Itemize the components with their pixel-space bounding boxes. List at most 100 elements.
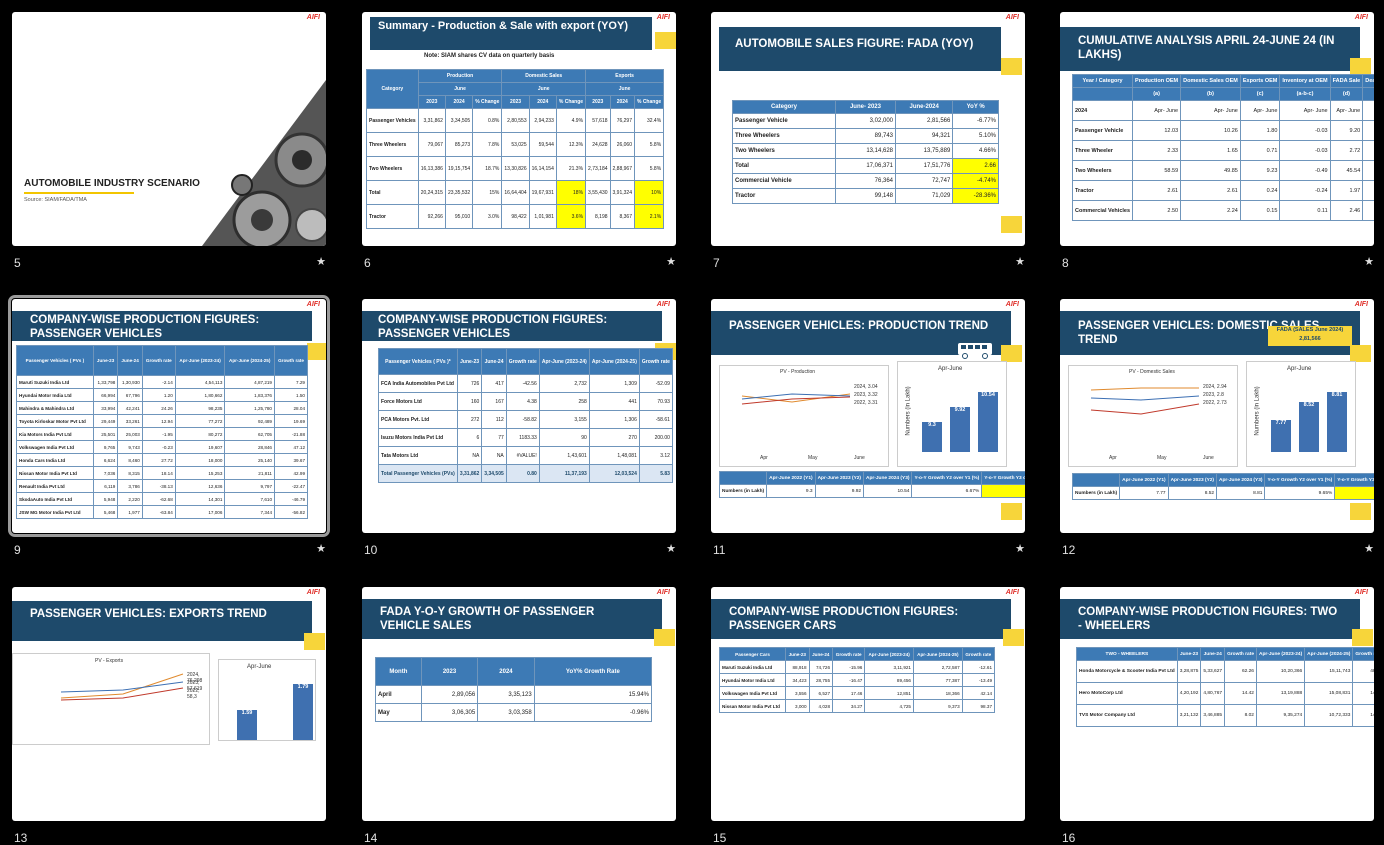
column-header: Apr-June 2022 (Y1) (1119, 473, 1169, 487)
table-cell: 34.27 (832, 699, 866, 713)
bar-y-label: Numbers (in Lakh) (1254, 386, 1261, 436)
table-cell: 0.11 (1279, 200, 1331, 221)
table-cell: 12.94 (141, 414, 176, 428)
x-tick: June (1203, 455, 1214, 461)
slide-thumb-5[interactable]: AIFI AUTOMOBILE INDUSTRY SCENARIO Source… (12, 12, 326, 246)
slide-number: 11 (713, 543, 726, 557)
table-cell: 58.59 (1132, 160, 1182, 181)
table-cell: -62.68 (141, 492, 176, 506)
table-cell: 2,81,566 (895, 113, 954, 129)
table-cell: 39.67 (274, 453, 308, 467)
slide-number: 16 (1062, 831, 1076, 845)
table-cell: 6,527 (808, 686, 834, 700)
table-cell: -56.82 (274, 505, 308, 519)
column-header: Passenger Vehicles ( PVs )* (378, 348, 458, 375)
table-cell: 28,755 (808, 673, 834, 687)
column-header: Category (732, 100, 836, 114)
column-header: Exports OEM (1239, 74, 1281, 88)
row-label: Three Wheelers (732, 128, 836, 144)
table-cell: 0.80 (505, 464, 540, 483)
legend-2023: 2023, 57,619 (187, 680, 203, 692)
table-cell: 89,743 (834, 128, 897, 144)
table-row: FCA India Automobiles Pvt Ltd 726 417 -42.5… (378, 374, 673, 393)
company-pv-table: Passenger Vehicles ( PVs ) June-23 June-24… (16, 345, 308, 519)
table-cell: 0.24 (1239, 180, 1281, 201)
table-cell: 1,33,798 (92, 375, 119, 389)
table-cell: 8.52 (1167, 486, 1218, 500)
table-cell: 17,51,776 (895, 158, 954, 174)
table-cell: 4,20,192 (1176, 682, 1202, 705)
table-row: Commercial Vehicle 76,364 72,747 -4.74% (732, 173, 999, 189)
star-icon[interactable]: ★ (666, 543, 676, 555)
slide-thumb-8[interactable]: AIFI CUMULATIVE ANALYSIS APRIL 24-JUNE 2… (1060, 12, 1374, 246)
pv-production-line-chart: PV - Production 2024, 3.04 2023, 3.32 20… (719, 365, 889, 467)
slide-thumb-7[interactable]: AIFI AUTOMOBILE SALES FIGURE: FADA (YOY)… (711, 12, 1025, 246)
table-cell: 12,03,524 (588, 464, 640, 483)
table-cell: 16,64,404 (501, 180, 530, 205)
aifi-logo: AIFI (1005, 301, 1019, 308)
star-icon[interactable]: ★ (316, 543, 326, 555)
column-header (1071, 473, 1121, 487)
table-cell: 7.8% (472, 132, 503, 157)
column-header: Y-o-Y Growth Y3 over Y2 (%) (981, 471, 1025, 485)
table-cell: 1,01,981 (528, 204, 557, 229)
table-row: 2024 Apr- June Apr- June Apr- June Apr- June… (1071, 100, 1374, 121)
column-header (1071, 87, 1134, 101)
table-cell: 3.0% (472, 204, 503, 229)
slide-thumb-9[interactable]: AIFI COMPANY-WISE PRODUCTION FIGURES: PA… (8, 295, 330, 537)
fada-sales-badge: FADA (SALES June 2024) 2,81,566 (1268, 326, 1352, 346)
table-cell: 9,797 (224, 479, 275, 493)
slide-thumb-15[interactable]: AIFI COMPANY-WISE PRODUCTION FIGURES: PA… (711, 587, 1025, 821)
table-row: Kia Motors India Pvt Ltd 25,501 25,003 -1.9… (16, 427, 308, 441)
row-label: Tata Motors Ltd (378, 446, 458, 465)
column-header: Apr-June (2024-25) (912, 647, 963, 661)
column-header: Y-o-Y Growth Y2 over Y1 (%) (1264, 473, 1336, 487)
table-cell: 6,119 (92, 479, 119, 493)
column-header: Passenger Cars (718, 647, 787, 661)
table-cell: 42.99 (274, 466, 308, 480)
slide-thumb-6[interactable]: AIFI Summary - Production & Sale with ex… (362, 12, 676, 246)
table-cell: 2,94,233 (528, 108, 557, 133)
row-label: PCA Motors Pvt. Ltd (378, 410, 458, 429)
slide-thumb-10[interactable]: AIFI COMPANY-WISE PRODUCTION FIGURES: PA… (362, 299, 676, 533)
row-label: Numbers (in Lakh) (1071, 486, 1121, 500)
column-header: (d) (1329, 87, 1364, 101)
row-label: Two Wheelers (1071, 160, 1134, 181)
table-cell: 8,315 (117, 466, 143, 480)
row-label: Hero MotoCorp Ltd (1076, 682, 1178, 705)
column-header: Apr-June 2023 (Y2) (814, 471, 865, 485)
star-icon[interactable]: ★ (1364, 256, 1374, 268)
table-header: TWO - WHEELERS June-23 June-24 Growth rate A… (1076, 647, 1374, 661)
table-cell: -58.61 (638, 410, 673, 429)
star-icon[interactable]: ★ (666, 256, 676, 268)
pv-exports-line-chart: PV - Exports 2024, 76,298 2023, 57,619 2… (12, 653, 210, 745)
slide-thumb-16[interactable]: AIFI COMPANY-WISE PRODUCTION FIGURES: TW… (1060, 587, 1374, 821)
aifi-logo: AIFI (1005, 14, 1019, 21)
slide-thumb-12[interactable]: AIFI PASSENGER VEHICLES: DOMESTIC SALES … (1060, 299, 1374, 533)
bar-2024: 8.81 (1327, 392, 1347, 452)
table-cell: -0.23 (141, 440, 176, 454)
star-icon[interactable]: ★ (1364, 543, 1374, 555)
two-wheelers-rows: Honda Motorcycle & Scooter India Pvt Ltd… (1076, 660, 1374, 727)
table-cell: 7.77 (1119, 486, 1169, 500)
star-icon[interactable]: ★ (316, 256, 326, 268)
column-header: June-24 (1200, 647, 1226, 661)
aifi-logo: AIFI (656, 301, 670, 308)
column-header: Growth rate (832, 647, 866, 661)
bar-2022: 7.77 (1271, 420, 1291, 452)
slide-thumb-13[interactable]: AIFI PASSENGER VEHICLES: EXPORTS TREND P… (12, 587, 326, 821)
table-cell: 3.12 (638, 446, 673, 465)
table-row: Volkswagen India Pvt Ltd 9,765 9,743 -0.23 1… (16, 440, 308, 454)
table-cell: 4.66% (952, 143, 999, 159)
slide-thumb-11[interactable]: AIFI PASSENGER VEHICLES: PRODUCTION TREN… (711, 299, 1025, 533)
bar-2024: 10.54 (978, 392, 998, 452)
star-icon[interactable]: ★ (1015, 256, 1025, 268)
aifi-logo: AIFI (306, 301, 320, 308)
row-label: Kia Motors India Pvt Ltd (16, 427, 94, 441)
star-icon[interactable]: ★ (1015, 543, 1025, 555)
table-cell: 15,08,831 (1304, 682, 1354, 705)
slide-thumb-14[interactable]: AIFI FADA Y-O-Y GROWTH OF PASSENGER VEHI… (362, 587, 676, 821)
table-row: Isuzu Motors India Pvt Ltd 6 77 1183.33 90 27… (378, 428, 673, 447)
table-row: Hyundai Motor India Ltd 66,994 67,796 1.20 1… (16, 388, 308, 402)
